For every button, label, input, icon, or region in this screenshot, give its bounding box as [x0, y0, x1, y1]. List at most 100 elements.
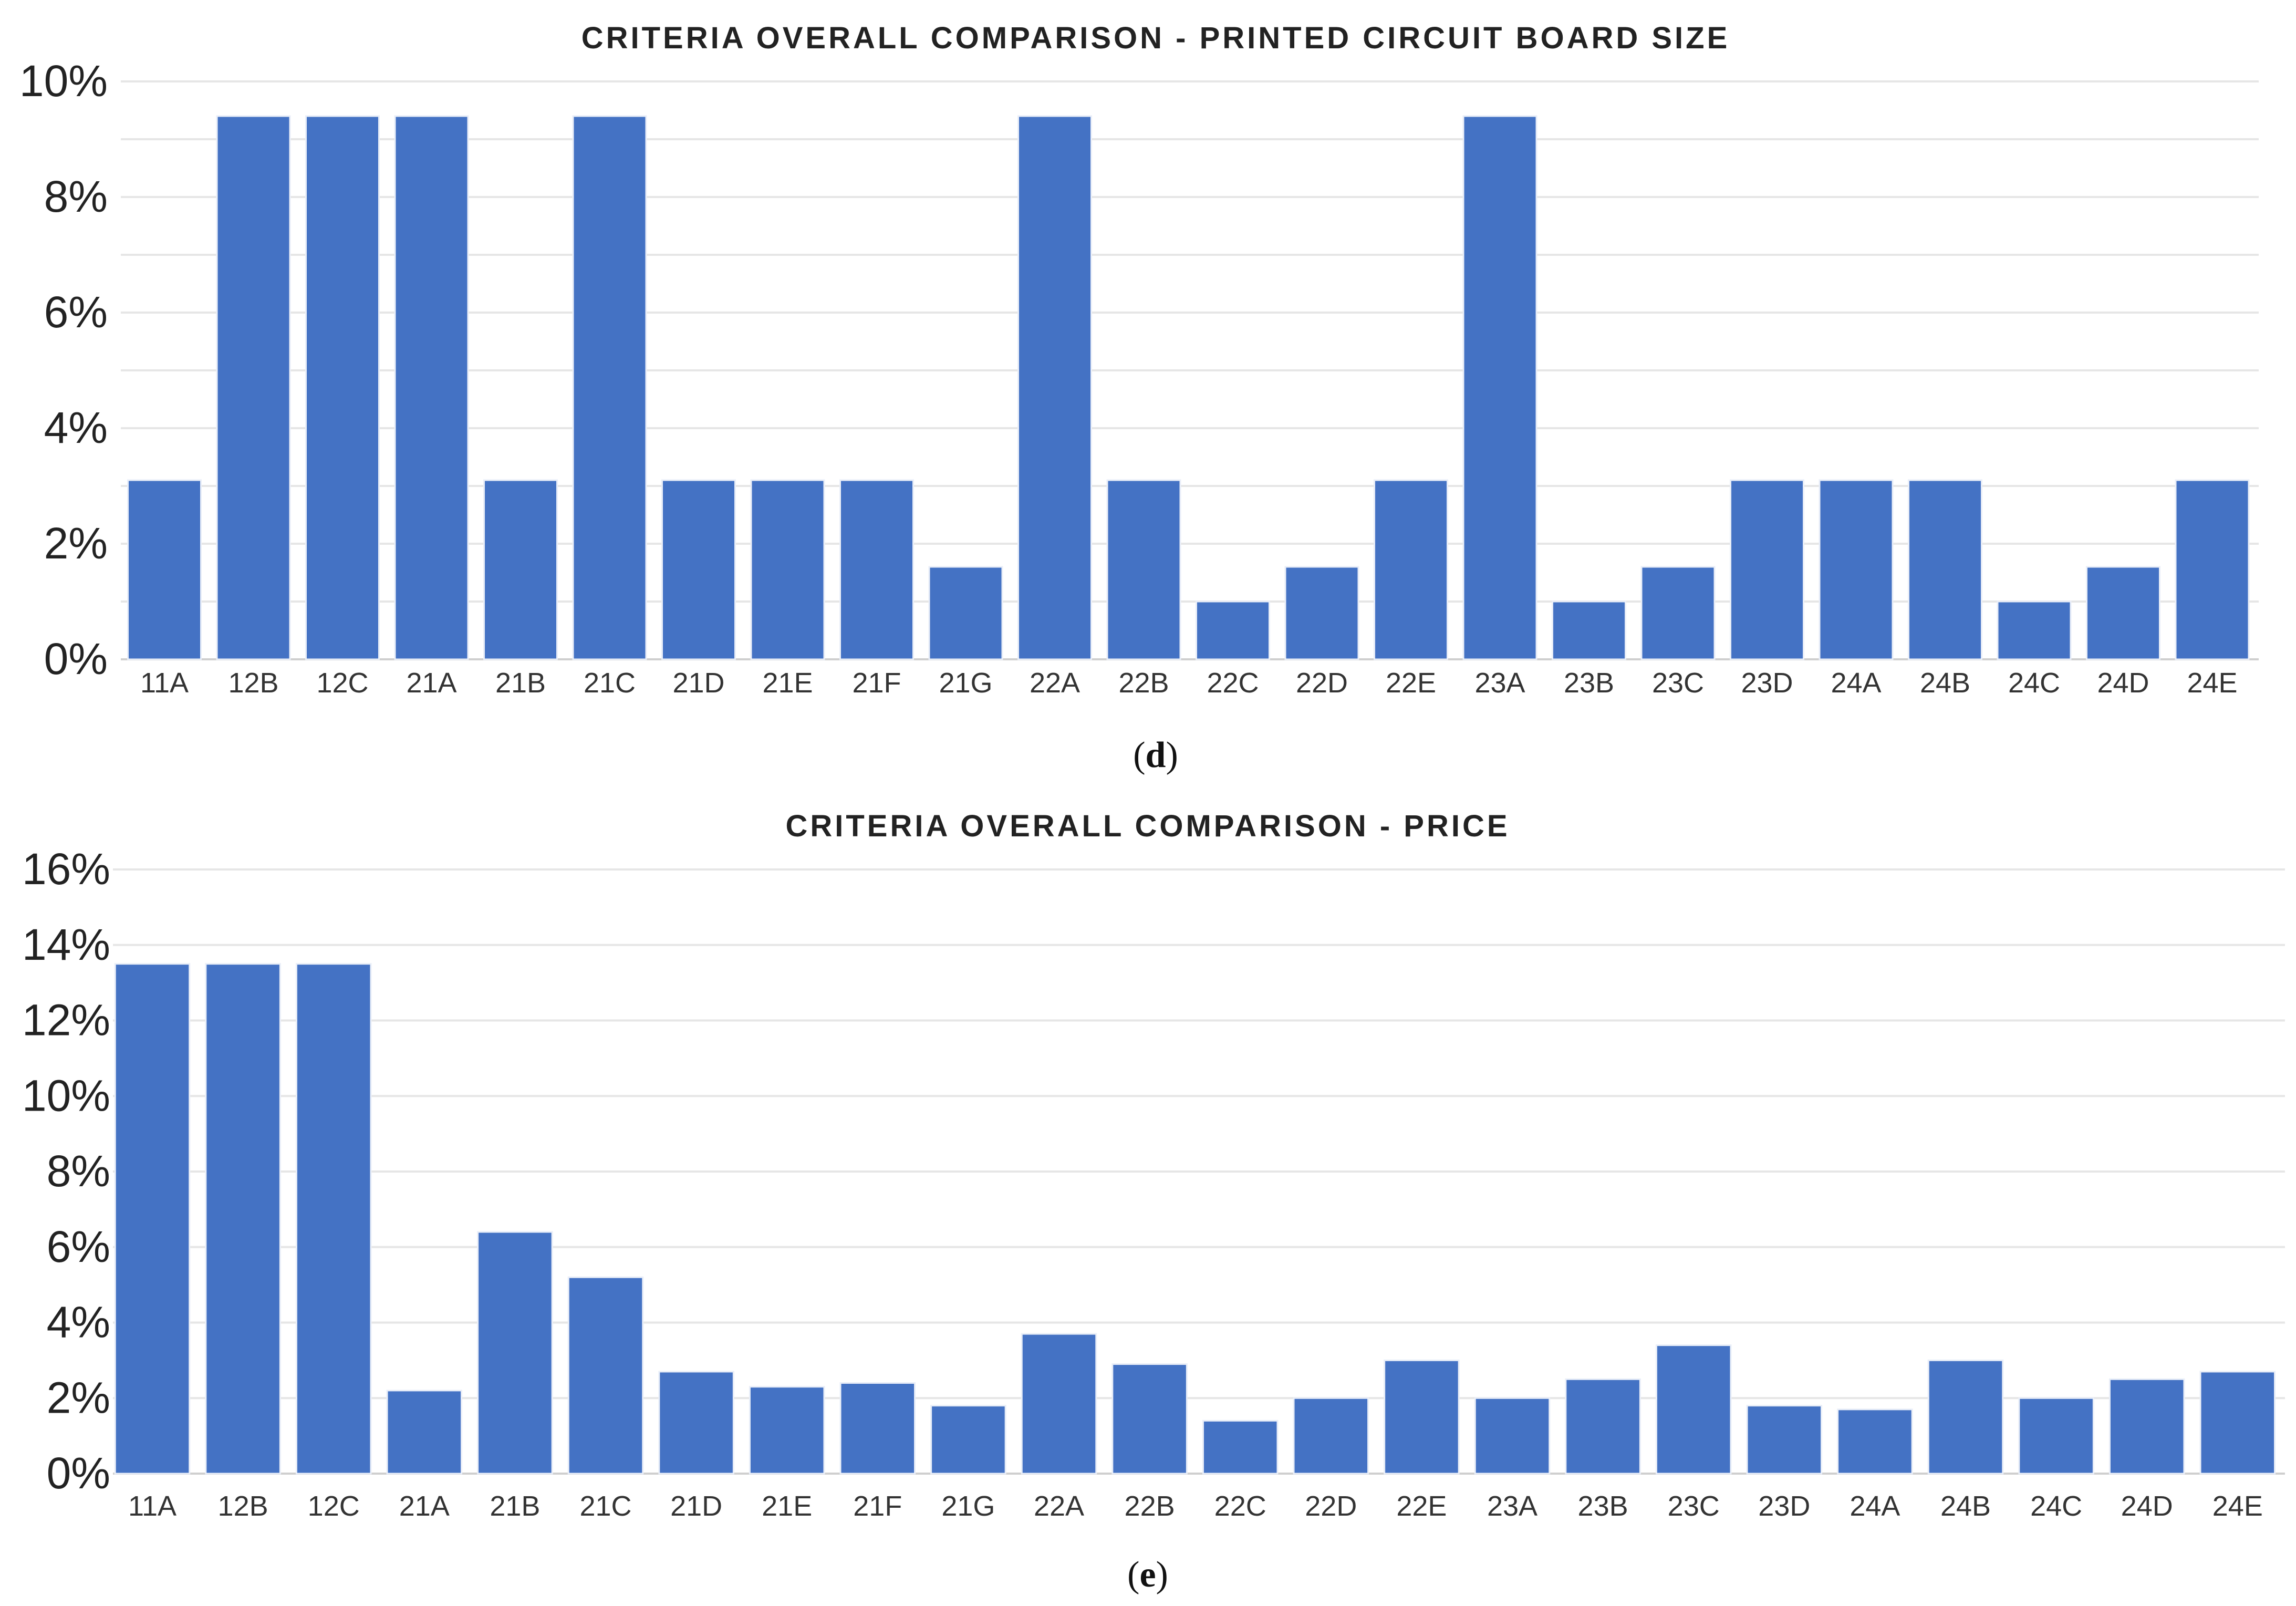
x-tick-label-e-22C: 22C: [1214, 1490, 1266, 1522]
chart-title-d: CRITERIA OVERALL COMPARISON - PRINTED CI…: [581, 21, 1730, 55]
chart-panel-d: CRITERIA OVERALL COMPARISON - PRINTED CI…: [19, 21, 2259, 775]
x-tick-label-e-22D: 22D: [1305, 1490, 1357, 1522]
bar-d-12B: [216, 115, 291, 660]
y-tick-label-d-5: 10%: [19, 56, 108, 106]
x-tick-label-d-24B: 24B: [1920, 667, 1970, 699]
bar-e-21E: [749, 1386, 825, 1475]
bar-d-21E: [750, 479, 825, 660]
x-tick-label-e-21E: 21E: [762, 1490, 812, 1522]
x-tick-label-d-22B: 22B: [1118, 667, 1169, 699]
bar-e-22A: [1021, 1333, 1097, 1475]
y-tick-label-e-4: 8%: [47, 1146, 110, 1196]
x-tick-label-e-11A: 11A: [128, 1490, 176, 1522]
bar-e-24C: [2018, 1397, 2094, 1475]
x-tick-label-e-21F: 21F: [853, 1490, 902, 1522]
x-tick-label-e-12B: 12B: [218, 1490, 268, 1522]
x-tick-label-d-22C: 22C: [1207, 667, 1259, 699]
x-tick-label-d-12B: 12B: [228, 667, 278, 699]
bar-e-21C: [567, 1276, 644, 1475]
x-tick-label-d-24C: 24C: [2008, 667, 2060, 699]
bars-e: [114, 963, 2276, 1475]
y-tick-labels-e: 0% 2% 4% 6% 8% 10% 12% 14% 16%: [22, 844, 110, 1498]
bar-d-24E: [2175, 479, 2250, 660]
bar-e-23B: [1565, 1378, 1641, 1475]
x-tick-label-e-21D: 21D: [670, 1490, 722, 1522]
bar-e-21G: [930, 1405, 1006, 1475]
bar-d-24A: [1819, 479, 1894, 660]
x-tick-label-e-21B: 21B: [490, 1490, 540, 1522]
x-tick-label-e-23B: 23B: [1578, 1490, 1628, 1522]
bar-e-22C: [1202, 1420, 1279, 1475]
bar-d-22B: [1106, 479, 1181, 660]
panel-caption-d: (d): [1133, 735, 1178, 775]
x-tick-label-d-23B: 23B: [1564, 667, 1614, 699]
bar-d-11A: [127, 479, 202, 660]
bar-d-24D: [2086, 566, 2160, 660]
bar-e-24B: [1927, 1359, 2004, 1475]
x-tick-label-d-23A: 23A: [1474, 667, 1525, 699]
x-tick-label-d-24E: 24E: [2187, 667, 2237, 699]
x-tick-label-d-21A: 21A: [406, 667, 456, 699]
y-tick-label-e-5: 10%: [22, 1071, 110, 1120]
x-tick-label-d-21B: 21B: [495, 667, 546, 699]
x-tick-label-d-21C: 21C: [584, 667, 636, 699]
bar-e-24A: [1837, 1408, 1913, 1475]
bar-d-23D: [1730, 479, 1804, 660]
y-tick-label-d-2: 4%: [44, 403, 108, 452]
x-tick-label-e-23D: 23D: [1758, 1490, 1810, 1522]
bar-e-22B: [1111, 1363, 1188, 1475]
x-tick-label-e-22E: 22E: [1396, 1490, 1447, 1522]
y-tick-label-e-8: 16%: [22, 844, 110, 894]
bar-d-22D: [1284, 566, 1359, 660]
bar-e-12B: [205, 963, 281, 1475]
x-tick-label-d-22D: 22D: [1296, 667, 1348, 699]
bar-d-21D: [661, 479, 736, 660]
x-tick-label-d-23C: 23C: [1652, 667, 1704, 699]
bar-d-22C: [1196, 600, 1270, 660]
bar-d-22E: [1374, 479, 1448, 660]
x-tick-label-e-24B: 24B: [1940, 1490, 1991, 1522]
x-tick-label-d-12C: 12C: [316, 667, 368, 699]
bar-e-21B: [477, 1231, 553, 1475]
bar-d-21B: [483, 479, 558, 660]
x-tick-label-d-22A: 22A: [1030, 667, 1080, 699]
x-tick-label-e-23C: 23C: [1668, 1490, 1720, 1522]
gridlines-d: [121, 80, 2259, 660]
x-tick-label-d-11A: 11A: [140, 667, 189, 699]
x-tick-label-d-24A: 24A: [1831, 667, 1881, 699]
y-tick-label-e-7: 14%: [22, 920, 110, 969]
y-tick-label-e-1: 2%: [47, 1373, 110, 1422]
x-tick-label-e-22A: 22A: [1034, 1490, 1084, 1522]
y-tick-labels-d: 0% 2% 4% 6% 8% 10%: [19, 56, 108, 683]
x-tick-label-d-21E: 21E: [762, 667, 813, 699]
panel-caption-e: (e): [1127, 1555, 1168, 1595]
bar-d-24B: [1908, 479, 1982, 660]
x-tick-label-e-24A: 24A: [1850, 1490, 1900, 1522]
y-tick-label-d-0: 0%: [44, 634, 108, 683]
y-tick-label-e-0: 0%: [47, 1448, 110, 1498]
y-tick-label-e-6: 12%: [22, 996, 110, 1045]
y-tick-label-d-1: 2%: [44, 519, 108, 568]
bar-d-21G: [928, 566, 1003, 660]
bar-d-23C: [1640, 566, 1716, 660]
x-tick-label-e-21A: 21A: [399, 1490, 450, 1522]
chart-panel-e: CRITERIA OVERALL COMPARISON - PRICE 0% 2%…: [22, 809, 2285, 1595]
x-tick-label-d-23D: 23D: [1741, 667, 1793, 699]
bar-d-22A: [1017, 115, 1092, 660]
bar-e-22E: [1384, 1359, 1460, 1475]
bar-e-23D: [1746, 1405, 1823, 1475]
x-tick-label-e-21C: 21C: [579, 1490, 631, 1522]
y-tick-label-e-3: 6%: [47, 1222, 110, 1271]
bar-e-21D: [658, 1371, 734, 1475]
x-tick-label-d-24D: 24D: [2097, 667, 2149, 699]
bars-d: [127, 115, 2250, 660]
x-tick-label-e-12C: 12C: [308, 1490, 360, 1522]
bar-e-22D: [1293, 1397, 1369, 1475]
x-tick-labels-e: 11A 12B 12C 21A 21B 21C 21D 21E 21F 21G 22A 22B 22C 2…: [128, 1490, 2263, 1522]
bar-e-21F: [839, 1382, 916, 1475]
bar-e-23A: [1474, 1397, 1551, 1475]
bar-d-23B: [1552, 600, 1626, 660]
bar-e-21A: [386, 1390, 463, 1475]
x-tick-label-d-21G: 21G: [939, 667, 992, 699]
